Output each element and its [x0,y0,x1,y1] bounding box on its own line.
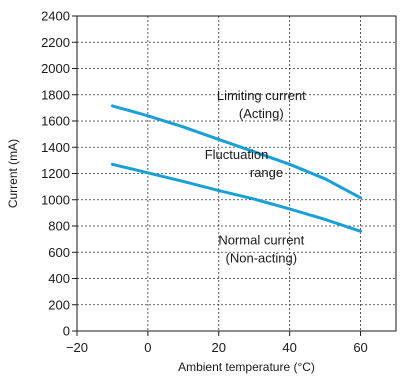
annotation-line: range [250,165,283,180]
x-tick-label: 0 [144,340,151,355]
plot-frame [76,15,397,332]
annotation-line: (Non-acting) [226,250,298,265]
annotations: Limiting current (Acting) Fluctuation range… [205,88,306,265]
series-line-limiting-current [110,104,363,200]
y-tick-label: 400 [48,271,70,286]
y-tick-label: 0 [63,324,70,339]
y-axis-label: Current (mA) [6,139,20,208]
grid [77,16,396,331]
y-tick-label: 1200 [41,166,70,181]
annotation-2: Normal current (Non-acting) [218,232,304,265]
y-tick-label: 1000 [41,192,70,207]
y-tick-label: 600 [48,245,70,260]
annotation-line: Fluctuation [205,147,269,162]
annotation-line: (Acting) [239,106,284,121]
x-tick-label: 20 [212,340,226,355]
x-tick-label: −20 [66,340,88,355]
y-tick-label: 1600 [41,114,70,129]
annotation-line: Limiting current [217,88,306,103]
x-axis: −20 0 20 40 60 [66,331,368,355]
y-tick-label: 800 [48,219,70,234]
x-tick-label: 40 [282,340,296,355]
y-axis: 0 200 400 600 800 1000 1200 1400 1600 1800 2000 220… [41,9,77,339]
y-tick-label: 1400 [41,140,70,155]
series-line-normal-current [110,162,363,233]
annotation-line: Normal current [218,232,304,247]
y-tick-label: 2400 [41,9,70,24]
y-tick-label: 200 [48,297,70,312]
annotation-1: Fluctuation range [205,147,283,180]
y-tick-label: 2000 [41,61,70,76]
x-axis-label: Ambient temperature (°C) [178,360,315,374]
y-tick-label: 2200 [41,35,70,50]
x-tick-label: 60 [353,340,367,355]
annotation-0: Limiting current (Acting) [217,88,306,121]
series-lines [110,104,363,233]
y-tick-label: 1800 [41,87,70,102]
